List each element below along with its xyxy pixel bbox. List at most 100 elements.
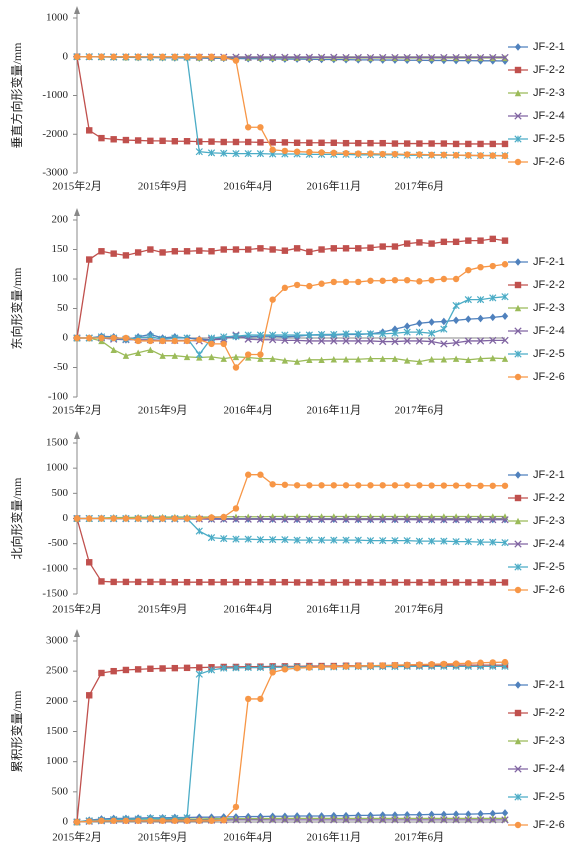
marker bbox=[244, 816, 252, 824]
marker bbox=[256, 536, 265, 544]
legend-label: JF-2-3 bbox=[533, 302, 565, 314]
marker bbox=[452, 140, 460, 148]
marker bbox=[208, 514, 215, 521]
marker bbox=[86, 559, 93, 566]
marker bbox=[514, 281, 522, 289]
marker bbox=[403, 579, 411, 586]
series-line bbox=[76, 56, 505, 145]
marker bbox=[403, 322, 411, 330]
marker bbox=[245, 351, 252, 358]
marker bbox=[171, 664, 179, 672]
x-tick-label: 2015年2月 bbox=[52, 179, 102, 193]
series-line bbox=[76, 664, 505, 823]
y-tick-label: 1500 bbox=[46, 725, 69, 737]
marker bbox=[110, 578, 117, 586]
marker bbox=[379, 537, 387, 545]
marker bbox=[489, 313, 496, 322]
marker bbox=[281, 666, 289, 673]
marker bbox=[514, 737, 522, 745]
marker bbox=[268, 816, 277, 824]
marker bbox=[122, 578, 130, 586]
marker bbox=[318, 149, 325, 156]
legend-label: JF-2-1 bbox=[533, 41, 565, 53]
marker bbox=[134, 666, 142, 673]
marker bbox=[269, 331, 277, 339]
marker bbox=[415, 337, 424, 345]
y-tick-label: 2000 bbox=[46, 695, 69, 707]
marker bbox=[416, 278, 423, 285]
marker bbox=[256, 331, 265, 339]
marker bbox=[416, 140, 423, 147]
marker bbox=[306, 664, 313, 671]
marker bbox=[232, 57, 240, 64]
marker bbox=[416, 482, 423, 489]
marker bbox=[220, 333, 228, 341]
x-tick-label: 2016年11月 bbox=[307, 602, 362, 616]
marker bbox=[428, 482, 435, 489]
legend-label: JF-2-2 bbox=[533, 279, 565, 291]
marker bbox=[281, 578, 289, 586]
marker bbox=[403, 328, 411, 336]
marker bbox=[440, 579, 448, 586]
series-line bbox=[77, 474, 505, 520]
marker bbox=[207, 334, 216, 342]
marker bbox=[367, 150, 374, 157]
marker bbox=[195, 148, 203, 156]
marker bbox=[367, 355, 374, 362]
marker bbox=[379, 662, 386, 669]
marker bbox=[379, 277, 386, 284]
marker bbox=[196, 817, 203, 824]
marker bbox=[501, 539, 509, 547]
marker bbox=[440, 325, 448, 333]
marker bbox=[379, 53, 387, 62]
marker bbox=[268, 53, 277, 61]
marker bbox=[159, 817, 166, 824]
marker bbox=[159, 337, 166, 345]
marker bbox=[196, 515, 203, 522]
marker bbox=[330, 139, 337, 146]
marker bbox=[452, 238, 460, 246]
marker bbox=[427, 337, 436, 346]
y-tick-label: 0 bbox=[63, 332, 69, 344]
marker bbox=[428, 151, 435, 158]
marker bbox=[281, 147, 289, 155]
marker bbox=[476, 538, 485, 546]
x-tick-label: 2017年6月 bbox=[395, 602, 445, 616]
marker bbox=[281, 357, 289, 364]
marker bbox=[465, 660, 472, 667]
marker bbox=[391, 579, 399, 586]
y-tick-label: 1000 bbox=[46, 462, 69, 474]
marker bbox=[232, 353, 240, 361]
marker bbox=[465, 356, 472, 364]
y-axis-arrow bbox=[74, 629, 80, 637]
legend-label: JF-2-2 bbox=[533, 64, 565, 76]
marker bbox=[464, 538, 472, 546]
y-tick-label: -100 bbox=[48, 391, 69, 403]
marker bbox=[134, 53, 142, 60]
marker bbox=[330, 278, 337, 286]
marker bbox=[416, 661, 423, 668]
marker bbox=[183, 817, 191, 824]
marker bbox=[232, 364, 240, 371]
marker bbox=[367, 662, 374, 669]
marker bbox=[86, 692, 93, 699]
x-tick-label: 2016年4月 bbox=[223, 179, 273, 193]
marker bbox=[440, 516, 448, 524]
marker bbox=[416, 358, 423, 365]
marker bbox=[452, 355, 460, 362]
marker bbox=[440, 537, 448, 545]
marker bbox=[159, 578, 166, 586]
marker bbox=[379, 811, 386, 819]
x-tick-label: 2015年9月 bbox=[138, 179, 188, 193]
marker bbox=[452, 816, 460, 824]
y-axis-label: 累积形变量/mm bbox=[9, 690, 24, 773]
marker bbox=[464, 296, 472, 304]
marker bbox=[257, 578, 264, 586]
marker bbox=[134, 349, 142, 356]
y-tick-label: 50 bbox=[57, 302, 69, 314]
marker bbox=[317, 330, 326, 339]
marker bbox=[220, 246, 227, 253]
marker bbox=[98, 515, 105, 522]
marker bbox=[489, 294, 497, 302]
marker bbox=[293, 148, 301, 155]
